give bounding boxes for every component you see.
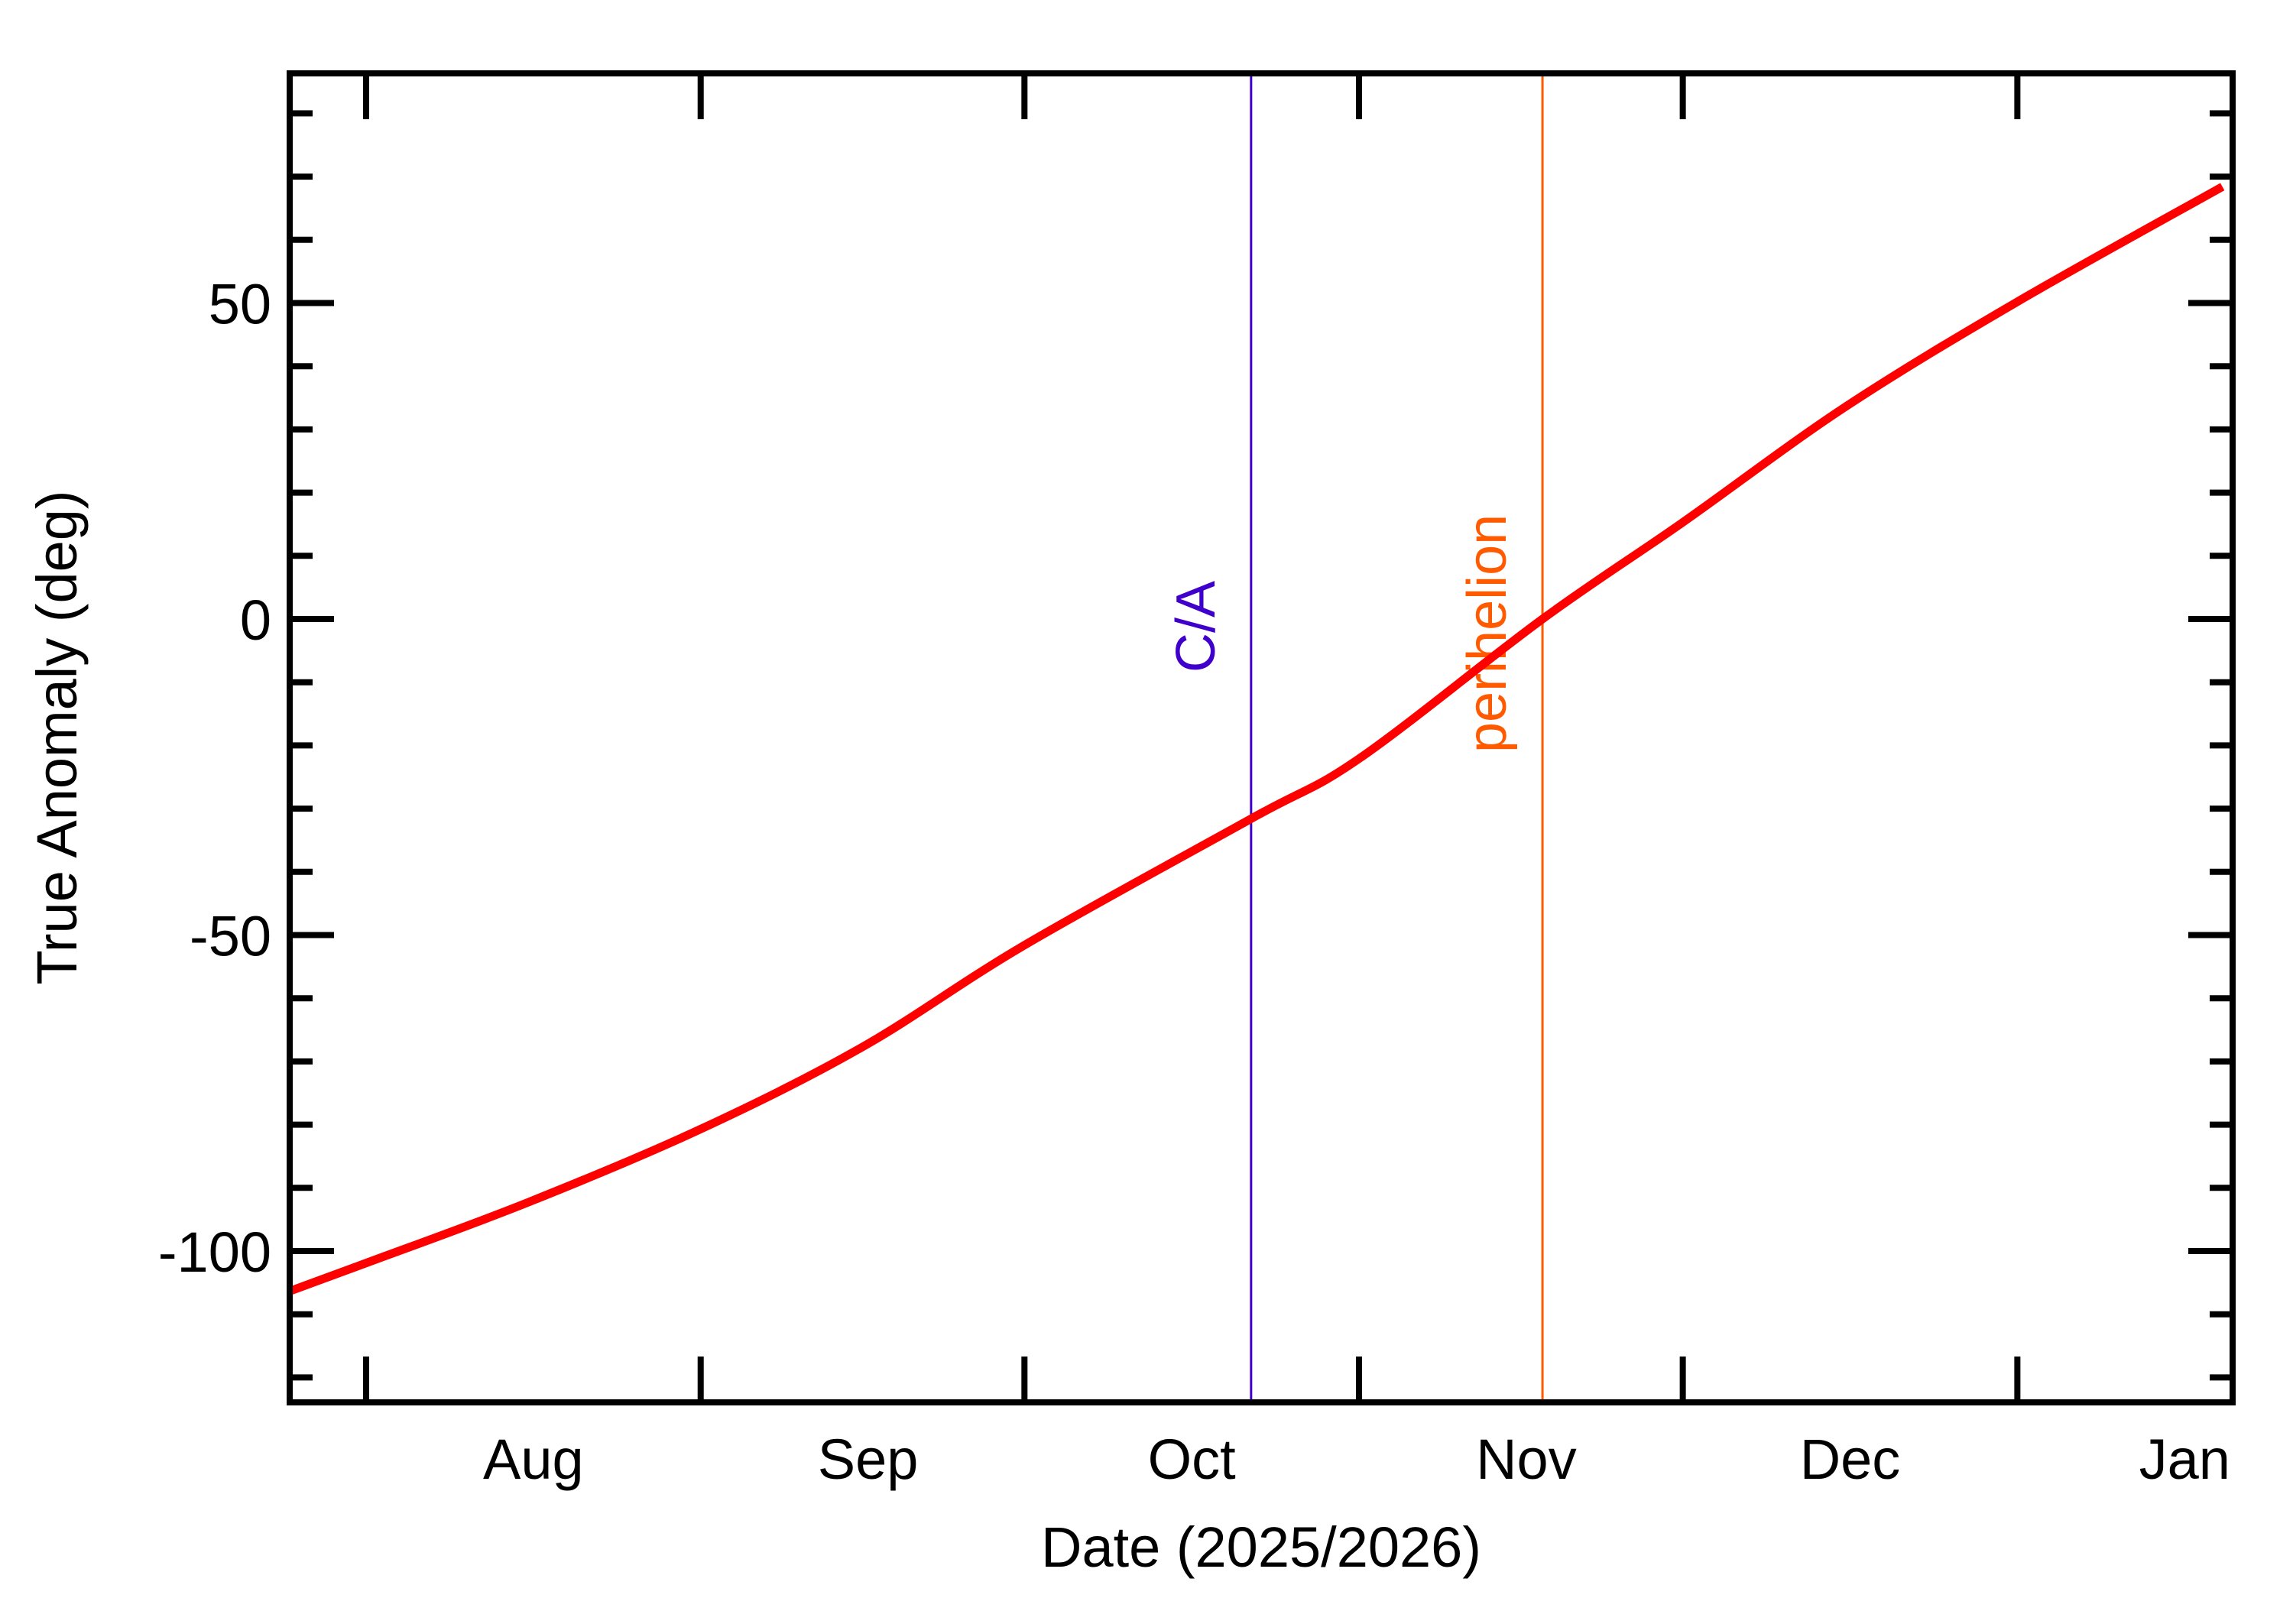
y-tick-label: -50 (190, 905, 271, 968)
data-series (289, 183, 2225, 1295)
axis-ticks (290, 73, 2233, 1402)
y-tick-label: 0 (240, 588, 271, 652)
x-tick-label: Nov (1476, 1428, 1577, 1491)
x-tick-label: Dec (1800, 1428, 1901, 1491)
x-tick-label: Oct (1148, 1428, 1237, 1491)
x-tick-label: Jan (2139, 1428, 2230, 1491)
ca-label: C/A (1166, 581, 1227, 673)
x-tick-label: Sep (818, 1428, 919, 1491)
true-anomaly-curve (289, 183, 2225, 1295)
y-tick-labels: -100 -50 0 50 (158, 273, 271, 1285)
plot-border (287, 70, 2236, 1405)
annotation-lines: C/A perihelion (1166, 73, 1544, 1402)
y-tick-label: 50 (209, 273, 271, 336)
x-tick-label: Aug (483, 1428, 584, 1491)
plot-frame (287, 70, 2236, 1405)
y-axis-title: True Anomaly (deg) (25, 490, 89, 984)
x-axis-title: Date (2025/2026) (1041, 1515, 1481, 1579)
y-tick-label: -100 (158, 1220, 271, 1284)
x-tick-labels: Aug Sep Oct Nov Dec Jan (483, 1428, 2230, 1491)
perihelion-label: perihelion (1457, 514, 1518, 753)
